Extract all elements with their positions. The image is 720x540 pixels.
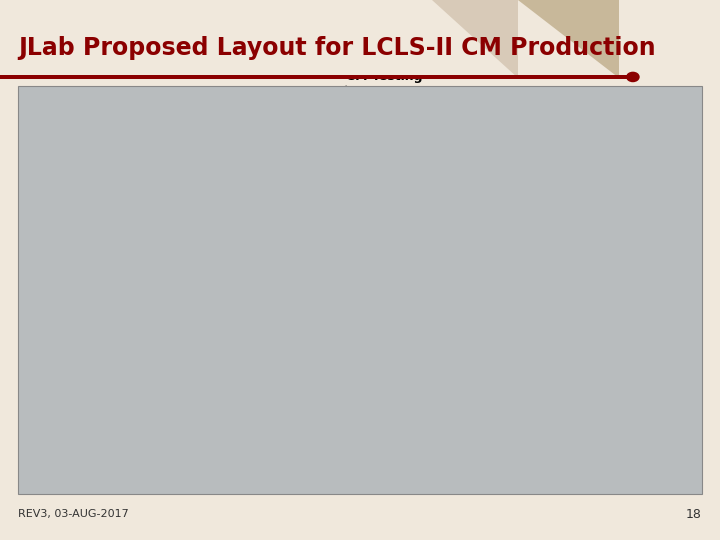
Text: 18: 18 <box>686 508 702 521</box>
Text: Phase II CM
Assembly (2X): Phase II CM Assembly (2X) <box>289 111 483 152</box>
Text: Phase I CM
Assembly (2X): Phase I CM Assembly (2X) <box>311 197 503 238</box>
Text: Final Assembly
/ Prep for
Testing: Final Assembly / Prep for Testing <box>25 227 131 280</box>
Text: REV3, 03-AUG-2017: REV3, 03-AUG-2017 <box>18 509 129 519</box>
Text: CM Testing: CM Testing <box>271 70 422 108</box>
Text: Vacuum Vessel
Installation: Vacuum Vessel Installation <box>94 353 199 403</box>
Text: Clean Room
String Assembly: Clean Room String Assembly <box>583 175 698 240</box>
Text: JLab Proposed Layout for LCLS-II CM Production: JLab Proposed Layout for LCLS-II CM Prod… <box>18 36 656 59</box>
